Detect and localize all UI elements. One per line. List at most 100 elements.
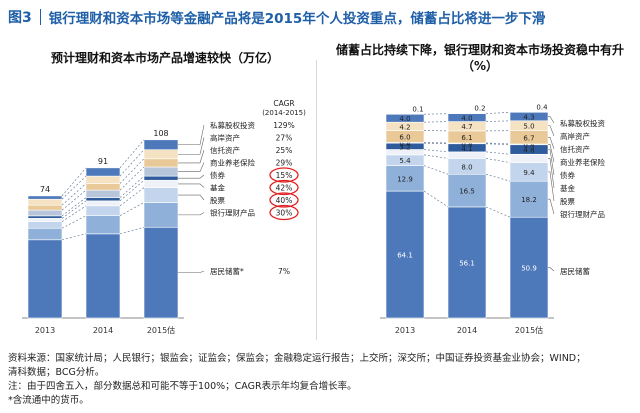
cagr-value: 29%: [276, 159, 293, 168]
segment-value-label: 16.5: [459, 188, 475, 196]
bar-segment-0-基金: [27, 218, 63, 222]
bar-segment-0-私募股权投资: [85, 167, 121, 177]
legend-label: 信托资产: [560, 144, 590, 154]
figure-header: 图3 银行理财和资本市场等金融产品将是2015年个人投资重点，储蓄占比将进一步下…: [0, 0, 640, 34]
bar-segment-0-信托资产: [27, 204, 63, 211]
cagr-value: 42%: [276, 184, 293, 193]
cagr-value: 25%: [276, 146, 293, 155]
dashed-connector: [61, 197, 87, 217]
top-small-label: 0.1: [412, 105, 423, 113]
bar-segment-0-私募股权投资: [27, 195, 63, 200]
footer-source: 资料来源：国家统计局；人民银行；银监会；证监会；保监会；金融稳定运行报告；上交所…: [8, 353, 586, 364]
dashed-connector: [61, 233, 87, 241]
dashed-connector: [423, 142, 449, 145]
legend-leader-line: [548, 137, 555, 150]
segment-value-label: 0.4: [399, 140, 411, 148]
bar-segment-0-商业养老保险: [143, 166, 179, 177]
bar-segment-1-基金: [447, 151, 487, 159]
segment-value-label: 4.0: [461, 115, 472, 123]
dashed-connector: [119, 187, 145, 207]
legend-leader-line: [548, 171, 555, 202]
total-label: 108: [153, 129, 168, 138]
x-tick-label: 2014: [93, 326, 113, 335]
legend-leader-line: [178, 194, 205, 201]
segment-value-label: 0.4: [461, 140, 473, 148]
legend-label: 债券: [210, 170, 225, 180]
footer-source-cont: 清科数据；BCG分析。: [8, 367, 105, 378]
bar-segment-0-高岸资产: [27, 198, 63, 206]
legend-label: 居民储蓄*: [210, 266, 244, 276]
red-highlight-circle: [269, 179, 299, 196]
bar-segment-0-商业养老保险: [27, 209, 63, 217]
x-tick-label: 2015估: [515, 325, 543, 335]
legend-label: 商业养老保险: [210, 158, 255, 168]
x-tick-label: 2015估: [147, 325, 175, 335]
dashed-connector: [119, 158, 145, 184]
bar-segment-0-居民储蓄: [85, 233, 121, 319]
cagr-value: 30%: [276, 209, 293, 218]
dashed-connector: [119, 179, 145, 202]
dashed-connector: [423, 142, 449, 144]
legend-leader-line: [178, 270, 205, 273]
red-highlight-circle: [269, 192, 299, 208]
segment-value-label: 4.8: [523, 147, 534, 155]
figure-number: 图3: [8, 10, 32, 26]
top-small-label: 0.2: [474, 105, 485, 113]
bar-segment-0-信托资产: [143, 158, 179, 168]
segment-value-label: 64.1: [397, 252, 413, 260]
dashed-connector: [61, 205, 87, 222]
dashed-connector: [485, 158, 511, 163]
dashed-connector: [119, 166, 145, 191]
x-tick-label: 2013: [395, 326, 415, 335]
dashed-connector: [61, 189, 87, 211]
cagr-value: 27%: [276, 134, 293, 143]
segment-value-label: 8.0: [461, 163, 472, 171]
dashed-connector: [423, 190, 449, 208]
bar-segment-1-银行理财产品: [447, 173, 487, 208]
legend-label: 高岸资产: [560, 131, 590, 141]
bar-segment-1-银行理财产品: [385, 165, 425, 192]
legend-leader-line: [548, 198, 555, 215]
segment-value-label: 4.7: [461, 123, 472, 131]
dashed-connector: [119, 139, 145, 169]
segment-value-label: 12.9: [397, 175, 413, 183]
cagr-period: (2014-2015): [262, 109, 306, 117]
legend-label: 股票: [210, 196, 225, 205]
bar-segment-0-银行理财产品: [27, 227, 63, 241]
x-tick-label: 2013: [35, 326, 55, 335]
bar-segment-1-居民储蓄: [447, 206, 487, 319]
bar-segment-0-信托资产: [85, 183, 121, 191]
bar-segment-0-居民储蓄: [27, 239, 63, 319]
segment-value-label: 6.1: [461, 134, 472, 142]
dashed-connector: [119, 149, 145, 177]
dashed-connector: [423, 149, 449, 153]
total-label: 91: [98, 157, 108, 166]
segment-value-label: 0.4: [523, 141, 535, 149]
segment-value-label: 4.3: [523, 114, 534, 122]
red-highlight-circle: [269, 167, 299, 183]
bar-segment-0-居民储蓄: [143, 226, 179, 319]
bar-segment-0-商业养老保险: [85, 189, 121, 198]
total-label: 74: [40, 185, 50, 194]
bar-segment-0-债券: [143, 175, 179, 181]
dashed-connector: [61, 183, 87, 206]
bar-segment-0-股票: [85, 205, 121, 217]
cagr-value: 15%: [276, 171, 293, 180]
bar-segment-0-股票: [27, 221, 63, 229]
cagr-value: 129%: [273, 121, 294, 130]
footer-notes: 资料来源：国家统计局；人民银行；银监会；证监会；保监会；金融稳定运行报告；上交所…: [8, 352, 632, 408]
segment-value-label: 50.9: [521, 265, 537, 273]
dashed-connector: [423, 121, 449, 123]
legend-label: 信托资产: [210, 145, 240, 155]
legend-leader-line: [178, 149, 205, 164]
dashed-connector: [423, 154, 449, 159]
legend-label: 股票: [560, 197, 575, 206]
segment-value-label: 5.4: [399, 157, 411, 165]
dashed-connector: [423, 165, 449, 175]
segment-value-label: 4.1: [461, 145, 472, 153]
dashed-connector: [61, 175, 87, 200]
bar-segment-0-高岸资产: [143, 149, 179, 160]
dashed-connector: [61, 167, 87, 197]
dashed-connector: [119, 175, 145, 198]
legend-leader-line: [178, 137, 205, 155]
